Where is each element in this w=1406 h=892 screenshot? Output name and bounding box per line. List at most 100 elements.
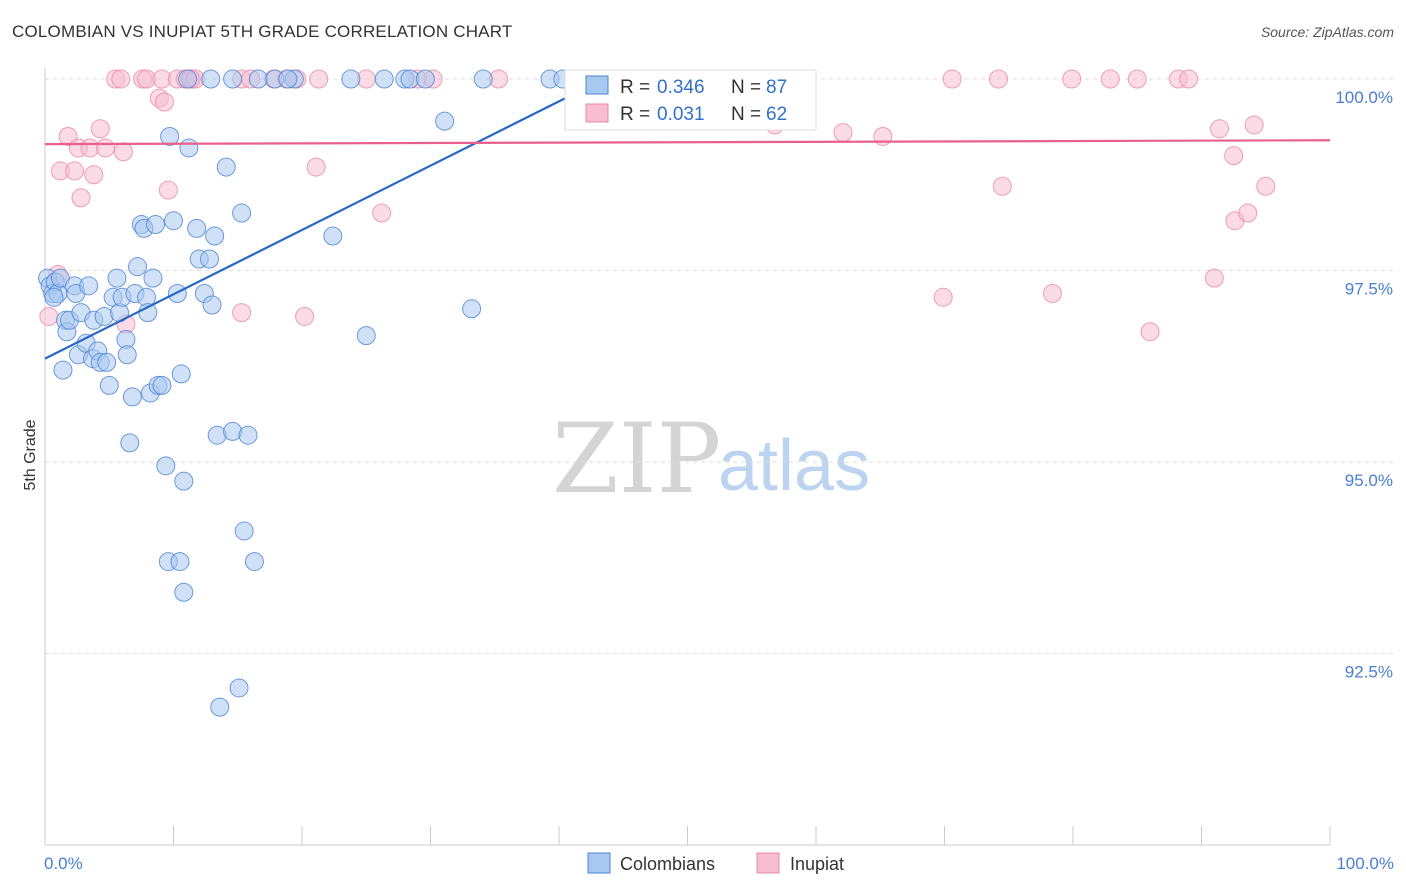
point-colombians [415, 69, 435, 89]
legend-label-colombians: Colombians [620, 854, 715, 874]
x-tick-label-max: 100.0% [1336, 854, 1394, 873]
point-inupiat [992, 176, 1012, 196]
point-colombians [99, 375, 119, 395]
point-inupiat [232, 303, 252, 323]
y-tick-label: 97.5% [1345, 280, 1393, 299]
point-colombians [170, 552, 190, 572]
point-inupiat [1127, 69, 1147, 89]
point-colombians [156, 456, 176, 476]
point-colombians [174, 582, 194, 602]
point-inupiat [933, 287, 953, 307]
point-inupiat [1224, 146, 1244, 166]
point-colombians [374, 69, 394, 89]
point-inupiat [39, 306, 59, 326]
point-colombians [323, 226, 343, 246]
point-colombians [229, 678, 249, 698]
stats-r-label-colombians: R = [620, 77, 650, 98]
legend-swatch-colombians [587, 852, 611, 874]
point-inupiat [833, 123, 853, 143]
point-inupiat [1244, 115, 1264, 135]
y-tick-labels: 100.0% 97.5% 95.0% 92.5% [1335, 88, 1393, 682]
point-inupiat [113, 142, 133, 162]
stats-n-value-colombians: 87 [766, 77, 787, 98]
point-inupiat [1100, 69, 1120, 89]
chart-title: COLOMBIAN VS INUPIAT 5TH GRADE CORRELATI… [12, 22, 513, 41]
point-colombians [205, 226, 225, 246]
point-colombians [117, 345, 137, 365]
legend-label-inupiat: Inupiat [790, 854, 844, 874]
point-inupiat [309, 69, 329, 89]
point-colombians [435, 111, 455, 131]
point-inupiat [1140, 322, 1160, 342]
x-ticks [44, 826, 1331, 845]
y-tick-label: 100.0% [1335, 88, 1393, 107]
point-colombians [234, 521, 254, 541]
point-colombians [244, 552, 264, 572]
point-inupiat [942, 69, 962, 89]
x-tick-label-min: 0.0% [44, 854, 83, 873]
point-colombians [356, 326, 376, 346]
point-colombians [178, 69, 198, 89]
y-axis-label: 5th Grade [22, 419, 39, 490]
point-colombians [473, 69, 493, 89]
point-inupiat [988, 69, 1008, 89]
watermark: ZIP atlas [552, 403, 870, 515]
point-colombians [44, 287, 64, 307]
point-colombians [146, 215, 166, 235]
trendline-inupiat [44, 139, 1331, 146]
watermark-zip: ZIP [552, 403, 721, 515]
point-colombians [341, 69, 361, 89]
y-tick-label: 92.5% [1345, 663, 1393, 682]
point-colombians [128, 257, 148, 277]
point-colombians [199, 249, 219, 269]
point-colombians [107, 268, 127, 288]
point-colombians [79, 276, 99, 296]
legend-swatch-inupiat [756, 852, 780, 874]
point-inupiat [1256, 176, 1276, 196]
point-inupiat [873, 126, 893, 146]
trendline-colombians [44, 97, 566, 360]
point-inupiat [306, 157, 326, 177]
point-inupiat [84, 165, 104, 185]
point-colombians [232, 203, 252, 223]
point-colombians [210, 697, 230, 717]
stats-n-label-colombians: N = [731, 77, 761, 98]
point-inupiat [71, 188, 91, 208]
point-colombians [120, 433, 140, 453]
point-inupiat [111, 69, 131, 89]
y-tick-label: 95.0% [1345, 471, 1393, 490]
point-colombians [238, 425, 258, 445]
source-credit: Source: ZipAtlas.com [1260, 24, 1394, 40]
point-inupiat [1238, 203, 1258, 223]
point-inupiat [158, 180, 178, 200]
point-inupiat [372, 203, 392, 223]
point-colombians [171, 364, 191, 384]
point-inupiat [1062, 69, 1082, 89]
point-inupiat [295, 306, 315, 326]
point-colombians [223, 69, 243, 89]
point-colombians [53, 360, 73, 380]
point-colombians [248, 69, 268, 89]
point-inupiat [1204, 268, 1224, 288]
stats-r-value-inupiat: 0.031 [657, 104, 705, 125]
legend: Colombians Inupiat [587, 852, 844, 874]
point-inupiat [90, 119, 110, 139]
point-inupiat [95, 138, 115, 158]
stats-box: R = 0.346 N = 87 R = 0.031 N = 62 [564, 69, 817, 131]
point-colombians [278, 69, 298, 89]
point-colombians [122, 387, 142, 407]
point-colombians [160, 126, 180, 146]
point-inupiat [65, 161, 85, 181]
point-colombians [164, 211, 183, 231]
watermark-atlas: atlas [718, 426, 870, 506]
stats-r-value-colombians: 0.346 [657, 77, 705, 98]
point-colombians [187, 218, 207, 238]
point-inupiat [1042, 283, 1062, 303]
stats-r-label-inupiat: R = [620, 104, 650, 125]
point-colombians [143, 268, 163, 288]
point-colombians [202, 295, 222, 315]
point-inupiat [1209, 119, 1229, 139]
point-colombians [216, 157, 236, 177]
point-inupiat [1179, 69, 1199, 89]
